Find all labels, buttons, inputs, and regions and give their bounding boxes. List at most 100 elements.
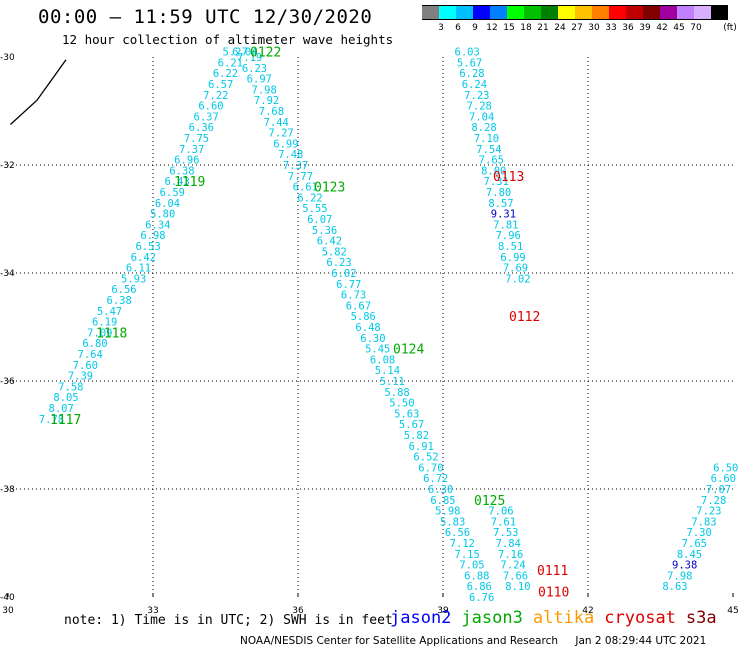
pass-time-label: 1117 bbox=[50, 413, 81, 428]
color-swatch bbox=[643, 5, 660, 20]
y-tick-label: -40 bbox=[0, 593, 15, 603]
wave-height-value: 6.30 bbox=[360, 333, 385, 345]
wave-height-value: 8.45 bbox=[677, 549, 702, 561]
wave-height-value: 5.14 bbox=[375, 365, 400, 377]
color-scale-label: 30 bbox=[588, 23, 600, 33]
wave-height-value: 7.39 bbox=[68, 371, 93, 383]
wave-height-value: 7.53 bbox=[493, 527, 518, 539]
color-swatch bbox=[558, 5, 575, 20]
wave-height-value: 7.84 bbox=[496, 538, 521, 550]
color-scale-label: 12 bbox=[486, 23, 498, 33]
wave-height-value: 7.58 bbox=[58, 381, 83, 393]
wave-height-value: 7.75 bbox=[184, 133, 209, 145]
credit-line: NOAA/NESDIS Center for Satellite Applica… bbox=[240, 635, 706, 647]
page-title: 00:00 – 11:59 UTC 12/30/2020 bbox=[38, 6, 373, 28]
wave-height-value: 6.04 bbox=[232, 47, 257, 59]
wave-height-value: 8.28 bbox=[471, 122, 496, 134]
color-swatch bbox=[609, 5, 626, 20]
wave-height-value: 7.44 bbox=[264, 117, 289, 129]
wave-height-value: 5.11 bbox=[380, 376, 405, 388]
wave-height-value: 7.05 bbox=[459, 560, 484, 572]
wave-height-value: 6.30 bbox=[428, 484, 453, 496]
wave-height-value: 6.37 bbox=[194, 111, 219, 123]
color-swatch bbox=[524, 5, 541, 20]
wave-height-value: 7.68 bbox=[259, 106, 284, 118]
pass-time-label: 0122 bbox=[250, 46, 281, 61]
wave-height-value: 7.28 bbox=[701, 495, 726, 507]
wave-height-value: 5.50 bbox=[389, 398, 414, 410]
x-tick-label: 42 bbox=[582, 606, 593, 616]
wave-height-value: 7.31 bbox=[484, 176, 509, 188]
color-scale-label: 18 bbox=[520, 23, 532, 33]
color-swatch bbox=[592, 5, 609, 20]
wave-height-value: 6.22 bbox=[213, 68, 238, 80]
color-swatch bbox=[490, 5, 507, 20]
wave-height-value: 6.38 bbox=[169, 165, 194, 177]
timestamp: Jan 2 08:29:44 UTC 2021 bbox=[575, 635, 707, 647]
pass-time-label: 0112 bbox=[509, 310, 540, 325]
wave-height-value: 6.08 bbox=[370, 354, 395, 366]
wave-height-value: 7.07 bbox=[706, 484, 731, 496]
wave-height-value: 7.23 bbox=[696, 506, 721, 518]
wave-height-value: 7.23 bbox=[464, 90, 489, 102]
wave-height-value: 6.04 bbox=[155, 198, 180, 210]
mission-altika: altika bbox=[532, 608, 595, 628]
color-swatch bbox=[456, 5, 473, 20]
color-scale-label: 6 bbox=[455, 23, 461, 33]
wave-height-value: 6.60 bbox=[198, 101, 223, 113]
wave-height-value: 8.63 bbox=[662, 581, 687, 593]
page-subtitle: 12 hour collection of altimeter wave hei… bbox=[62, 32, 394, 47]
color-scale-label: 42 bbox=[656, 23, 668, 33]
wave-height-value: 8.05 bbox=[53, 392, 78, 404]
wave-height-value: 6.72 bbox=[423, 473, 448, 485]
wave-height-value: 5.67 bbox=[457, 57, 482, 69]
y-tick-label: -32 bbox=[0, 161, 15, 171]
wave-height-value: 6.23 bbox=[326, 257, 351, 269]
wave-height-value: 7.54 bbox=[476, 144, 501, 156]
wave-height-value: 5.63 bbox=[394, 408, 419, 420]
wave-height-value: 6.52 bbox=[413, 452, 438, 464]
wave-height-value: 6.22 bbox=[297, 192, 322, 204]
wave-height-value: 5.80 bbox=[150, 209, 175, 221]
wave-height-value: 7.92 bbox=[254, 95, 279, 107]
wave-height-value: 9.31 bbox=[491, 209, 516, 221]
wave-height-value: 7.81 bbox=[493, 219, 518, 231]
wave-height-value: 7.65 bbox=[479, 155, 504, 167]
mission-jason2: jason2 bbox=[390, 608, 452, 628]
wave-height-value: 6.56 bbox=[445, 527, 470, 539]
x-tick-label: 39 bbox=[437, 606, 449, 616]
wave-height-value: 6.99 bbox=[273, 138, 298, 150]
wave-height-value: 6.50 bbox=[713, 462, 738, 474]
y-tick-label: -36 bbox=[0, 377, 15, 387]
wave-height-value: 7.83 bbox=[691, 516, 716, 528]
color-scale-label: 45 bbox=[673, 23, 685, 33]
wave-height-value: 6.91 bbox=[409, 441, 434, 453]
wave-height-value: 9.38 bbox=[672, 560, 697, 572]
color-scale-label: 27 bbox=[571, 23, 583, 33]
wave-height-value: 7.64 bbox=[78, 349, 103, 361]
y-tick-label: -30 bbox=[0, 53, 15, 63]
wave-height-value: 6.70 bbox=[418, 462, 443, 474]
color-scale-label: 33 bbox=[605, 23, 617, 33]
y-tick-label: -38 bbox=[0, 485, 15, 495]
wave-height-value: 6.61 bbox=[293, 182, 318, 194]
wave-height-value: 6.43 bbox=[165, 176, 190, 188]
color-swatch bbox=[473, 5, 490, 20]
wave-height-value: 7.28 bbox=[467, 101, 492, 113]
footer-note: note: 1) Time is in UTC; 2) SWH is in fe… bbox=[64, 613, 393, 628]
wave-height-value: 7.78 bbox=[39, 414, 64, 426]
color-scale-label: 70 bbox=[690, 23, 702, 33]
credit-text: NOAA/NESDIS Center for Satellite Applica… bbox=[240, 635, 558, 647]
wave-height-value: 7.77 bbox=[288, 171, 313, 183]
wave-height-value: 6.86 bbox=[467, 581, 492, 593]
color-scale-label: 9 bbox=[472, 23, 478, 33]
pass-time-label: 0113 bbox=[493, 170, 524, 185]
wave-height-value: 8.10 bbox=[505, 581, 530, 593]
wave-height-value: 5.86 bbox=[351, 311, 376, 323]
wave-height-value: 6.96 bbox=[174, 155, 199, 167]
color-scale-label: 39 bbox=[639, 23, 651, 33]
wave-height-value: 7.10 bbox=[474, 133, 499, 145]
wave-height-value: 7.27 bbox=[268, 128, 293, 140]
wave-height-value: 7.66 bbox=[503, 570, 528, 582]
